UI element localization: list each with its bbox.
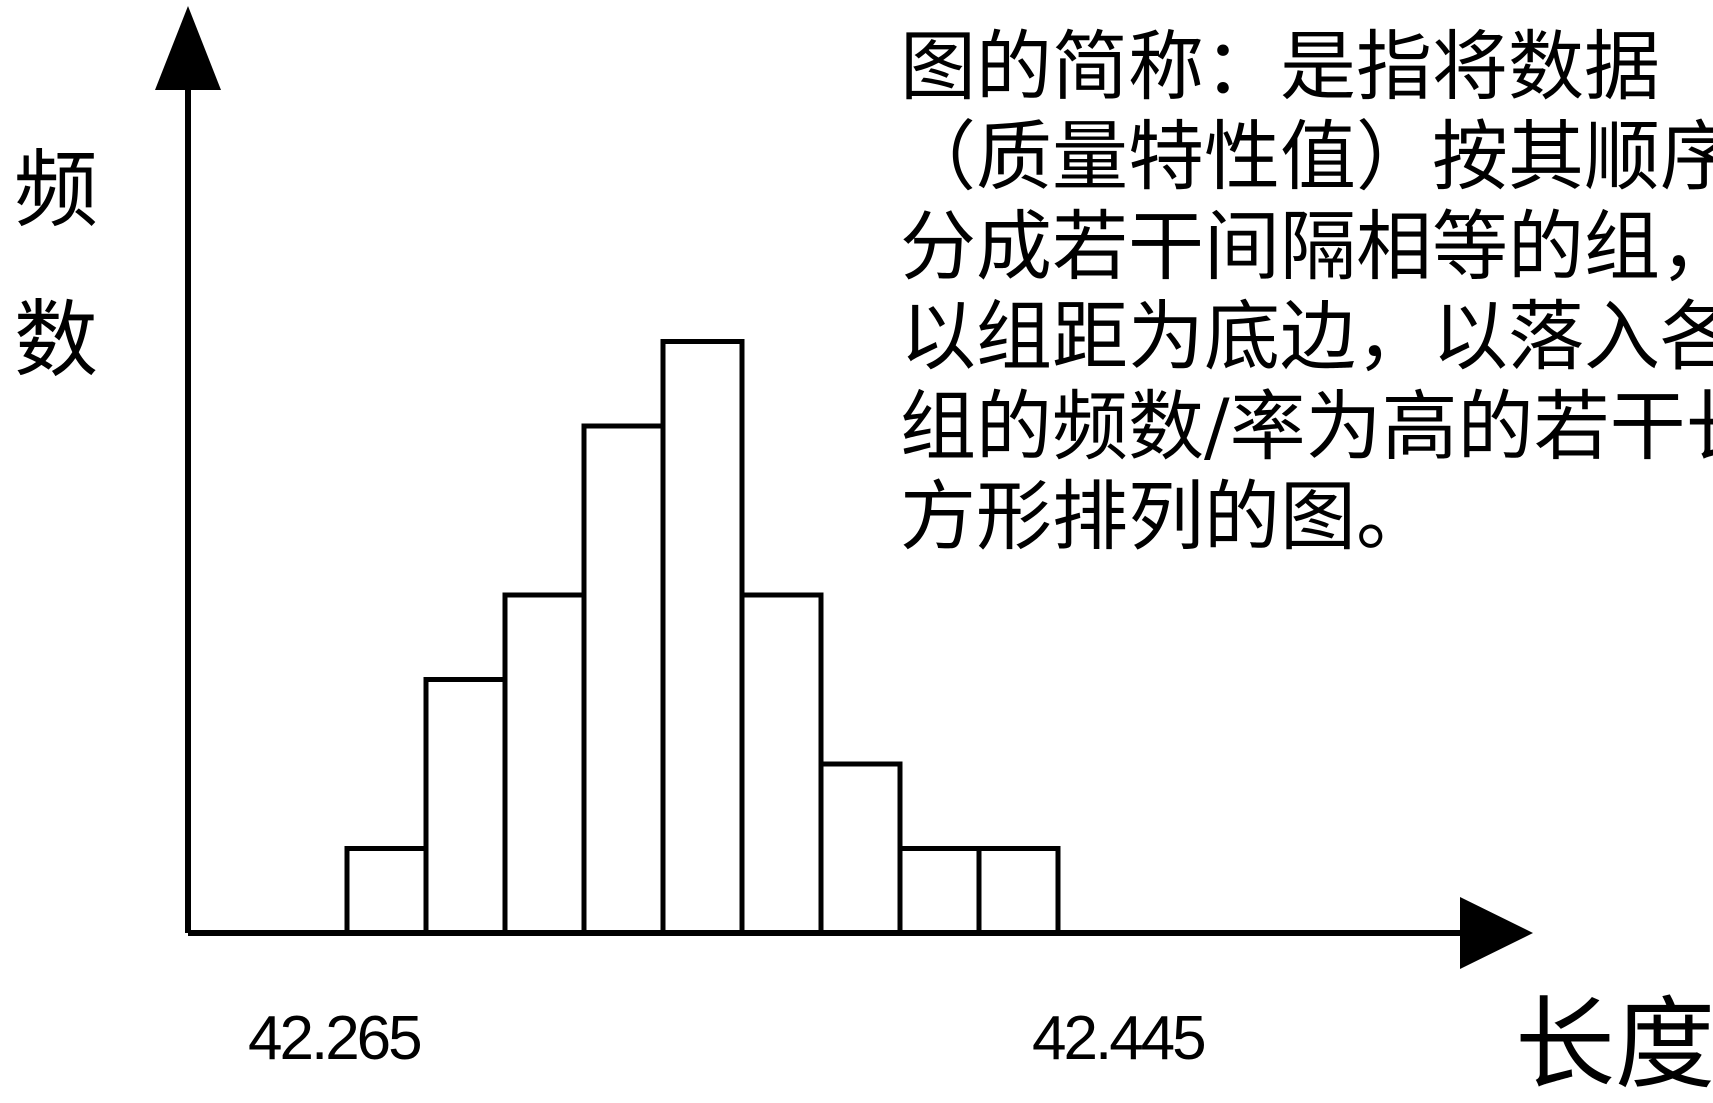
x-tick-label-end: 42.445 (1032, 1004, 1207, 1073)
histogram-bar-1 (344, 846, 429, 936)
y-axis-arrow-icon (155, 6, 221, 90)
histogram-bar-4 (581, 423, 666, 936)
histogram-bar-8 (897, 846, 982, 936)
x-axis-label: 长度 (1515, 986, 1713, 1103)
x-tick-label-start: 42.265 (248, 1004, 423, 1073)
histogram-bar-6 (739, 592, 824, 936)
annotation-line-2: （质量特性值）按其顺序 (900, 112, 1713, 201)
definition-annotation: 图的简称：是指将数据 （质量特性值）按其顺序 分成若干间隔相等的组， 以组距为底… (900, 22, 1713, 562)
histogram-bars (344, 339, 1061, 936)
annotation-line-6: 方形排列的图。 (900, 472, 1432, 561)
annotation-line-4: 以组距为底边，以落入各 (900, 292, 1713, 381)
x-axis-arrow-icon (1460, 897, 1533, 969)
y-axis-label-char-1: 频 (14, 141, 99, 239)
annotation-line-1: 图的简称：是指将数据 (900, 22, 1660, 111)
histogram-bar-9 (976, 846, 1061, 936)
annotation-line-3: 分成若干间隔相等的组， (900, 202, 1713, 291)
histogram-bar-3 (502, 592, 587, 936)
histogram-bar-2 (423, 677, 508, 936)
y-axis-label-char-2: 数 (14, 291, 99, 389)
histogram-bar-5 (660, 339, 745, 936)
histogram-bar-7 (818, 761, 903, 936)
annotation-line-5: 组的频数/率为高的若干长 (900, 382, 1713, 471)
